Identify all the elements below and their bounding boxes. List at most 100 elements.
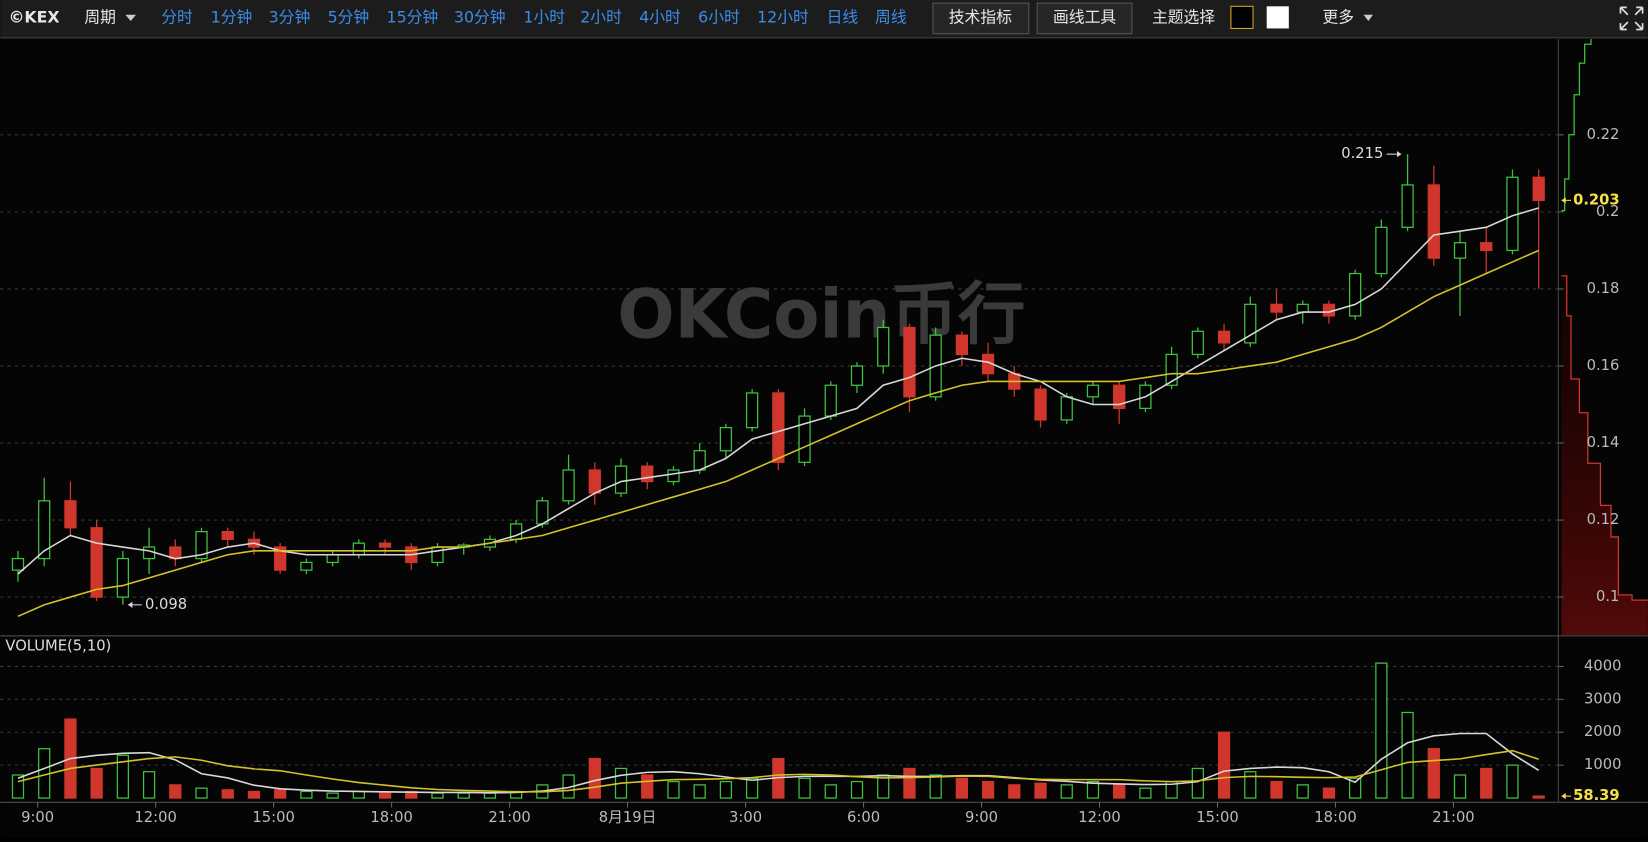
volume-bar [169,784,182,799]
interval-option[interactable]: 1小时 [523,7,565,26]
candle-body [38,500,51,560]
arrow-head [1561,197,1566,204]
button-frame [1036,2,1133,35]
theme-label: 主题选择 [1152,7,1215,26]
volume-average-line [17,749,1539,793]
volume-bar [326,792,339,799]
volume-bar [1217,731,1231,799]
interval-option[interactable]: 5分钟 [328,7,370,26]
arrow-head [128,601,133,608]
interval-option[interactable]: 日线 [827,7,859,26]
candle-body [221,530,234,540]
candle-body [1480,242,1493,252]
volume-bar [1349,777,1362,799]
candle-body [431,546,444,564]
indicators-button[interactable]: 技术指标 [949,7,1012,26]
volume-bar [1191,767,1204,799]
volume-bar [11,774,25,799]
candle-body [562,469,575,502]
interval-option[interactable]: 4小时 [639,7,681,26]
candle-body [1165,353,1178,386]
volume-average-line [17,732,1540,794]
volume-bar [1453,774,1467,799]
y-tick-label: 0.22 [1587,126,1620,143]
volume-bar [824,784,837,799]
theme-light[interactable] [1266,6,1289,29]
candle-body [1296,303,1309,313]
depth-ask-line [1561,275,1648,601]
last-volume-label: 58.39 [1573,787,1620,804]
candle-body [877,326,890,367]
volume-bar [745,777,759,799]
candle-body [693,450,706,471]
candle-body [798,415,811,463]
candle-body [1270,303,1283,313]
volume-bar [903,767,916,799]
candle-body [588,469,601,494]
drawing-tools-button[interactable]: 画线工具 [1053,7,1116,26]
candle-body [745,392,759,429]
volume-bar [1270,780,1283,799]
interval-option[interactable]: 1分钟 [211,7,253,26]
volume-bar [142,771,156,799]
interval-option[interactable]: 周线 [875,7,907,26]
volume-bar [431,792,444,799]
volume-bar [588,757,601,799]
y-tick-label: 4000 [1584,657,1621,674]
candle-body [614,465,628,494]
volume-bar [1532,795,1545,799]
interval-list: 分时 1分钟 3分钟 5分钟 15分钟 30分钟 1小时 2小时 4小时 6小时 12小时 日线 周线 [161,7,907,26]
x-tick-label: 8月19日 [599,809,657,826]
volume-bar [641,774,654,799]
candle-body [1113,384,1126,409]
volume-bar [1139,787,1152,799]
y-tick-label: 0.2 [1596,203,1619,220]
x-tick-label: 9:00 [21,809,54,826]
interval-option[interactable]: 30分钟 [454,7,506,26]
volume-bar [981,780,995,799]
volume-bar [1322,787,1336,799]
volume-bar [850,780,864,799]
volume-bar [1296,784,1309,799]
theme-dark[interactable] [1230,5,1254,29]
y-tick-label: 0.18 [1587,280,1620,297]
volume-bar [1401,711,1414,799]
x-tick-label: 15:00 [1196,809,1238,826]
x-tick-label: 15:00 [252,809,294,826]
interval-option[interactable]: 15分钟 [387,7,439,26]
candle-body [1532,176,1545,201]
interval-option[interactable]: 分时 [161,7,193,26]
depth-ask-area [1561,275,1648,635]
candle-body [142,546,156,560]
candle-body [11,557,25,571]
candle-body [64,500,77,529]
candle-body [274,546,287,571]
x-tick-label: 18:00 [1314,809,1356,826]
logo[interactable]: ©KEX [9,7,60,26]
x-tick-label: 6:00 [847,809,880,826]
volume-bar [247,790,261,799]
interval-option[interactable]: 12小时 [757,7,809,26]
x-tick-label: 3:00 [729,809,762,826]
moving-average-line [17,207,1539,575]
last-price-label: 0.203 [1573,191,1620,208]
arrow-head [1397,150,1402,158]
more-menu[interactable]: 更多 [1323,7,1355,26]
volume-bar [929,774,942,799]
candle-body [1427,184,1440,259]
candle-body [772,392,785,463]
candle-body [1060,396,1073,421]
candle-body [719,426,733,452]
volume-bar [1008,784,1021,799]
interval-option[interactable]: 6小时 [698,7,740,26]
interval-option[interactable]: 2小时 [580,7,622,26]
moving-average-line [17,249,1539,618]
x-tick-label: 21:00 [488,809,530,826]
period-menu[interactable]: 周期 [84,7,116,26]
volume-bar [1506,764,1519,799]
candle-body [1401,184,1414,228]
interval-option[interactable]: 3分钟 [269,7,311,26]
fullscreen-button[interactable] [1619,6,1644,31]
high-label: 0.215 [1341,145,1383,162]
